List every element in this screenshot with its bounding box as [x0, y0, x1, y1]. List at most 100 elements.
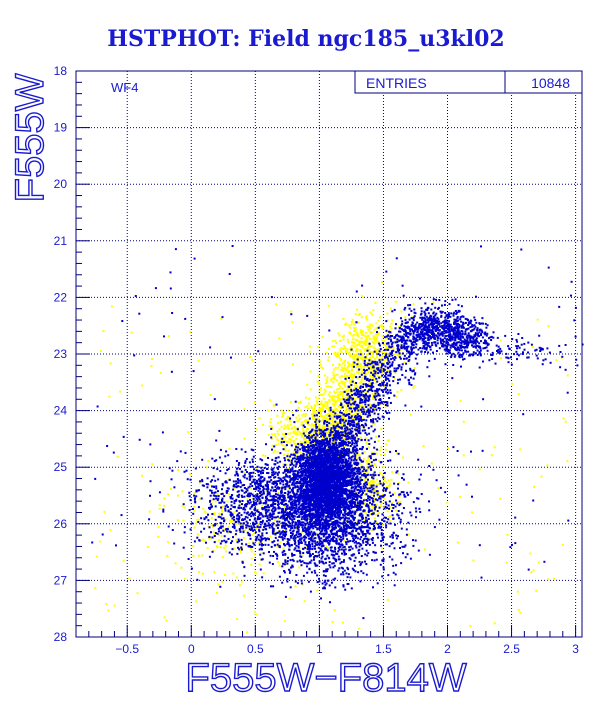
data-point: [249, 356, 251, 358]
data-point: [362, 358, 364, 360]
data-point: [386, 369, 388, 371]
data-point: [366, 338, 368, 340]
data-point: [400, 389, 402, 391]
data-point: [369, 312, 371, 314]
data-point: [364, 335, 366, 337]
data-point: [259, 563, 261, 565]
data-point: [361, 379, 363, 381]
data-point: [381, 324, 383, 326]
data-point: [268, 434, 270, 436]
data-point: [319, 390, 321, 392]
data-point: [326, 352, 328, 354]
data-point: [255, 614, 257, 616]
data-point: [538, 562, 540, 564]
data-point: [400, 311, 402, 313]
data-point: [352, 486, 354, 488]
data-point: [192, 545, 194, 547]
data-point: [296, 458, 298, 460]
data-point: [332, 621, 334, 623]
data-point: [279, 452, 281, 454]
data-point: [553, 578, 555, 580]
data-point: [343, 469, 345, 471]
data-point: [339, 335, 341, 337]
data-point: [269, 425, 271, 427]
data-point: [319, 440, 321, 442]
data-point: [506, 562, 508, 564]
data-point: [338, 363, 340, 365]
data-point: [337, 457, 339, 459]
data-point: [306, 384, 308, 386]
data-point: [383, 351, 385, 353]
data-point: [322, 336, 324, 338]
data-point: [556, 359, 558, 361]
data-point: [540, 476, 542, 478]
chart-title: HSTPHOT: Field ngc185_u3kl02: [0, 26, 612, 52]
data-point: [567, 374, 569, 376]
data-point: [396, 353, 398, 355]
data-point: [151, 358, 153, 360]
data-point: [199, 498, 201, 500]
data-point: [327, 515, 329, 517]
data-point: [310, 482, 312, 484]
data-point: [351, 369, 353, 371]
data-point: [335, 491, 337, 493]
data-point: [202, 508, 204, 510]
data-point: [329, 396, 331, 398]
data-point: [269, 421, 271, 423]
data-point: [304, 406, 306, 408]
data-point: [562, 544, 564, 546]
data-point: [380, 545, 382, 547]
data-point: [274, 519, 276, 521]
data-point: [380, 428, 382, 430]
data-point: [388, 508, 390, 510]
data-point: [319, 456, 321, 458]
data-point: [328, 348, 330, 350]
data-point: [114, 605, 116, 607]
data-point: [459, 496, 461, 498]
data-point: [243, 537, 245, 539]
data-point: [301, 415, 303, 417]
data-point: [213, 571, 215, 573]
data-point: [314, 452, 316, 454]
data-point: [319, 447, 321, 449]
data-point: [340, 369, 342, 371]
data-point: [394, 524, 396, 526]
data-point: [318, 397, 320, 399]
data-point: [364, 479, 366, 481]
data-point: [347, 366, 349, 368]
data-point: [269, 399, 271, 401]
data-point: [276, 415, 278, 417]
data-point: [359, 349, 361, 351]
data-point: [376, 479, 378, 481]
data-point: [548, 325, 550, 327]
data-point: [321, 420, 323, 422]
data-point: [360, 329, 362, 331]
data-point: [342, 387, 344, 389]
data-point: [517, 591, 519, 593]
data-point: [108, 396, 110, 398]
data-point: [404, 316, 406, 318]
data-point: [290, 454, 292, 456]
data-point: [225, 545, 227, 547]
data-point: [340, 464, 342, 466]
data-point: [328, 450, 330, 452]
data-point: [291, 463, 293, 465]
data-point: [293, 432, 295, 434]
data-points: [91, 245, 583, 633]
data-point: [273, 452, 275, 454]
data-point: [390, 308, 392, 310]
data-point: [308, 432, 310, 434]
data-point: [333, 399, 335, 401]
data-point: [350, 324, 352, 326]
data-point: [360, 363, 362, 365]
data-point: [103, 511, 105, 513]
data-point: [333, 369, 335, 371]
data-point: [433, 301, 435, 303]
data-point: [324, 389, 326, 391]
data-point: [209, 394, 211, 396]
data-point: [294, 554, 296, 556]
data-point: [372, 309, 374, 311]
data-point: [302, 422, 304, 424]
data-point: [354, 385, 356, 387]
data-point: [305, 413, 307, 415]
